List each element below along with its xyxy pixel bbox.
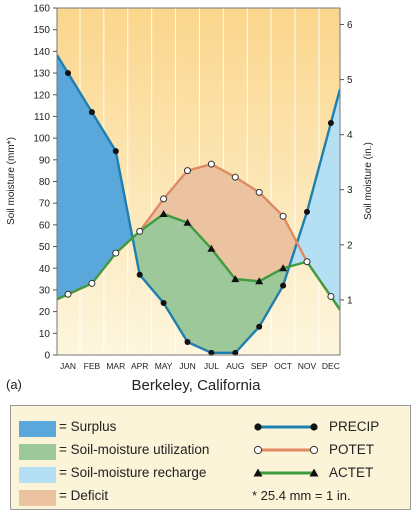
y2-tick-label: 4 [347,130,353,141]
potet-point [112,249,120,257]
y-tick-label: 50 [39,242,51,253]
legend-label-potet: POTET [329,442,375,457]
precip-point [208,349,215,356]
area-surplus [57,55,133,300]
y-tick-label: 60 [39,220,51,231]
potet-point [231,173,239,181]
legend-label-precip: PRECIP [329,419,380,434]
actet-point [159,210,168,218]
precip-point [112,148,119,155]
series-markers [64,70,335,356]
y2-tick-label: 3 [347,185,353,196]
legend-swatch-utilization [19,444,56,460]
legend-label-surplus: = Surplus [59,419,117,434]
x-tick-label: JUL [204,361,219,371]
y-tick-label: 140 [33,47,50,58]
x-tick-label: JUN [179,361,196,371]
y-tick-label: 90 [39,155,51,166]
legend-label-actet: ACTET [329,465,374,480]
x-tick-label: SEP [251,361,268,371]
potet-point [279,212,287,220]
x-tick-label: AUG [226,361,244,371]
legend-swatch-recharge [19,467,56,483]
y2-tick-label: 2 [347,240,353,251]
y-tick-label: 0 [44,351,50,362]
precip-point [160,299,167,306]
precip-point [327,119,334,126]
y-tick-label: 80 [39,177,51,188]
y-tick-label: 10 [39,329,51,340]
axes: 0 10 20 30 40 50 60 70 80 90 100 110 120 130 140 150 160… [33,4,353,372]
potet-point [327,292,335,300]
y-tick-label: 150 [33,25,50,36]
legend-label-utilization: = Soil-moisture utilization [59,442,210,457]
actet-point [207,244,216,252]
legend-label-deficit: = Deficit [59,488,109,503]
precip-point [88,109,95,116]
actet-point [255,277,264,285]
series-lines [57,54,340,355]
precip-point [184,338,191,345]
legend-swatch-deficit [19,490,56,506]
precip-point [256,323,263,330]
actet-point [279,264,288,272]
legend-swatch-surplus [19,421,56,437]
unit-note: * 25.4 mm = 1 in. [252,488,351,503]
chart: 0 10 20 30 40 50 60 70 80 90 100 110 120 130 140 150 160… [6,4,374,395]
y-tick-label: 30 [39,285,51,296]
precip-point [136,271,143,278]
y2-tick-label: 1 [347,295,353,306]
potet-point [184,167,191,175]
legend: = Surplus = Soil-moisture utilization = … [10,405,411,510]
precip-point [65,70,71,77]
actet-point [231,275,240,283]
potet-point [64,290,72,298]
y-tick-label: 40 [39,264,51,275]
y-tick-label: 120 [33,90,50,101]
y-tick-label: 70 [39,199,51,210]
potet-point [255,188,263,196]
x-tick-label: OCT [274,361,292,371]
x-tick-label: APR [131,361,148,371]
legend-label-recharge: = Soil-moisture recharge [59,465,207,480]
y-axis-label: Soil moisture (mm*) [6,137,17,225]
potet-point [207,160,215,168]
y2-axis-label: Soil moisture (in.) [363,142,374,220]
y-tick-label: 160 [33,4,50,15]
x-tick-label: JAN [60,361,76,371]
y2-tick-label: 6 [347,20,353,31]
legend-line-potet [253,445,319,455]
panel-label: (a) [6,377,22,392]
area-deficit [139,164,307,282]
x-tick-label: FEB [84,361,101,371]
y2-tick-label: 5 [347,75,353,86]
x-tick-label: MAR [106,361,125,371]
legend-line-precip [254,423,318,431]
x-tick-label: MAY [155,361,173,371]
area-utilization [132,214,290,353]
x-tick-label: NOV [298,361,317,371]
y-tick-label: 20 [39,307,51,318]
series-line-actet [57,212,340,311]
y-tick-label: 130 [33,69,50,80]
potet-point [303,258,311,266]
chart-title: Berkeley, California [132,377,262,394]
series-line-precip [57,54,340,355]
actet-point [183,218,192,226]
potet-point [160,195,168,203]
potet-point [136,227,144,235]
y-tick-label: 110 [34,112,50,123]
legend-line-actet [253,468,319,477]
potet-point [88,279,96,287]
precip-point [232,349,239,356]
precip-point [280,282,287,289]
precip-point [304,208,310,215]
x-tick-label: DEC [322,361,340,371]
y-tick-label: 100 [33,134,50,145]
